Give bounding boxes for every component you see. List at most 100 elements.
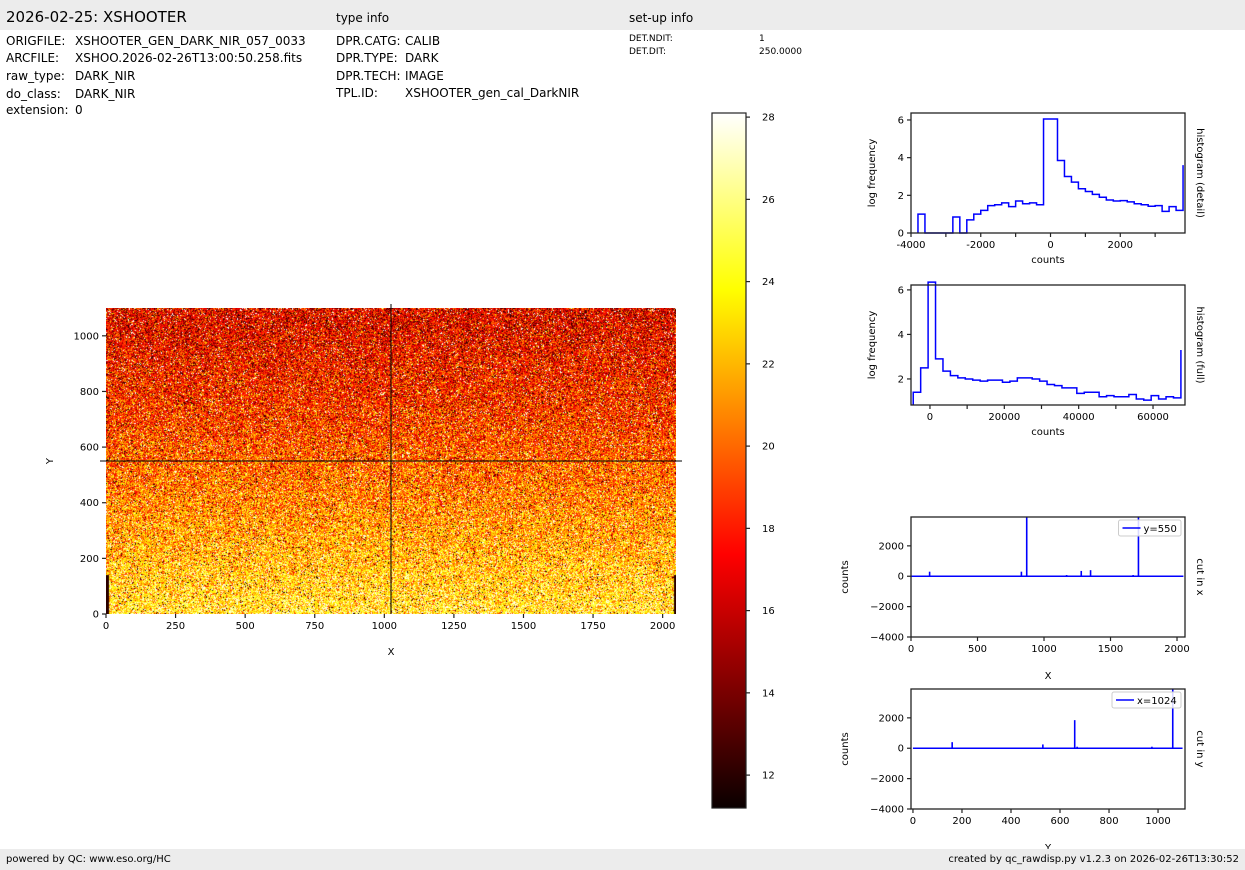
x-tick-label: 500	[968, 644, 987, 655]
y-tick-label: 800	[80, 387, 99, 398]
y-tick-label: 4	[898, 330, 904, 341]
colorbar-tick-label: 22	[762, 359, 775, 370]
file-info-key: ARCFILE:	[6, 51, 60, 65]
right-axis-label: histogram (detail)	[1194, 128, 1205, 218]
right-axis-label: cut in x	[1194, 558, 1205, 595]
type-info-key: TPL.ID:	[336, 86, 378, 100]
right-axis-label: cut in y	[1194, 730, 1205, 767]
file-info-value: DARK_NIR	[75, 87, 136, 101]
colorbar-tick-label: 16	[762, 606, 775, 617]
colorbar-tick-label: 18	[762, 524, 775, 535]
colorbar-tick-label: 12	[762, 771, 775, 782]
type-info-value: XSHOOTER_gen_cal_DarkNIR	[405, 86, 580, 100]
legend-label: y=550	[1144, 524, 1177, 535]
y-tick-label: 2	[898, 374, 904, 385]
x-axis-label: X	[1045, 671, 1052, 682]
legend-label: x=1024	[1137, 696, 1177, 707]
type-info-value: CALIB	[405, 34, 441, 48]
file-info-value: XSHOO.2026-02-26T13:00:50.258.fits	[75, 51, 303, 65]
setup-info-value: 250.0000	[759, 47, 802, 57]
x-axis-label: Y	[1044, 843, 1052, 854]
y-tick-label: 0	[898, 229, 904, 240]
file-info-key: raw_type:	[6, 69, 65, 83]
y-tick-label: 400	[80, 498, 99, 509]
x-tick-label: 250	[166, 621, 185, 632]
file-info-value: 0	[75, 103, 83, 117]
legend-box	[1118, 519, 1182, 537]
x-tick-label: 0	[103, 621, 109, 632]
y-tick-label: 0	[93, 610, 99, 621]
file-info-key: do_class:	[6, 87, 61, 101]
page-title: 2026-02-25: XSHOOTER	[6, 8, 187, 26]
x-tick-label: 40000	[1063, 412, 1095, 423]
x-tick-label: -2000	[966, 240, 995, 251]
x-tick-label: 0	[927, 412, 933, 423]
x-tick-label: 1500	[1098, 644, 1123, 655]
footer-created: created by qc_rawdisp.py v1.2.3 on 2026-…	[948, 854, 1239, 865]
colorbar-tick-label: 20	[762, 442, 775, 453]
y-axis-label: log frequency	[867, 139, 878, 208]
y-tick-label: −4000	[870, 805, 904, 816]
x-tick-label: -4000	[896, 240, 925, 251]
x-axis-label: X	[388, 647, 395, 658]
type-info-key: DPR.CATG:	[336, 34, 401, 48]
y-tick-label: −2000	[870, 774, 904, 785]
setup-info-key: DET.DIT:	[629, 47, 667, 57]
x-tick-label: 2000	[1164, 644, 1189, 655]
axes-frame	[910, 516, 1186, 638]
x-tick-label: 400	[1001, 816, 1020, 827]
x-tick-label: 20000	[988, 412, 1020, 423]
histogram-line	[912, 281, 1182, 405]
setup-info-value: 1	[759, 34, 765, 44]
y-axis-label: counts	[840, 560, 851, 593]
axes-frame	[910, 688, 1186, 810]
x-tick-label: 600	[1050, 816, 1069, 827]
y-axis-label: counts	[840, 732, 851, 765]
x-tick-label: 500	[236, 621, 255, 632]
x-tick-label: 60000	[1137, 412, 1169, 423]
axes-frame	[910, 112, 1186, 234]
x-tick-label: 1750	[580, 621, 605, 632]
y-tick-label: 0	[898, 744, 904, 755]
right-axis-label: histogram (full)	[1194, 306, 1205, 383]
colorbar-tick-label: 14	[762, 688, 775, 699]
file-info-key: extension:	[6, 103, 69, 117]
setup-info-title: set-up info	[629, 11, 694, 25]
histogram-line	[917, 118, 1184, 234]
y-tick-label: 6	[898, 115, 904, 126]
colorbar	[711, 112, 747, 809]
y-axis-label: log frequency	[867, 311, 878, 380]
footer-bar	[0, 849, 1245, 870]
y-tick-label: 200	[80, 554, 99, 565]
colorbar-tick-label: 24	[762, 277, 775, 288]
x-tick-label: 1000	[1031, 644, 1056, 655]
x-tick-label: 2000	[650, 621, 675, 632]
y-tick-label: 0	[898, 572, 904, 583]
y-tick-label: 2	[898, 191, 904, 202]
y-tick-label: 2000	[879, 541, 904, 552]
type-info-title: type info	[336, 11, 390, 25]
x-tick-label: 0	[1047, 240, 1053, 251]
x-tick-label: 1000	[1145, 816, 1170, 827]
type-info-key: DPR.TYPE:	[336, 51, 398, 65]
x-tick-label: 1000	[372, 621, 397, 632]
type-info-key: DPR.TECH:	[336, 69, 401, 83]
x-tick-label: 2000	[1108, 240, 1133, 251]
legend-box	[1111, 691, 1182, 709]
y-tick-label: 1000	[74, 331, 99, 342]
x-tick-label: 0	[908, 644, 914, 655]
setup-info-key: DET.NDIT:	[629, 34, 673, 44]
x-tick-label: 0	[910, 816, 916, 827]
type-info-value: DARK	[405, 51, 439, 65]
x-tick-label: 200	[952, 816, 971, 827]
type-info-value: IMAGE	[405, 69, 444, 83]
x-tick-label: 750	[305, 621, 324, 632]
y-tick-label: −4000	[870, 633, 904, 644]
axes-frame	[910, 284, 1186, 406]
y-tick-label: 6	[898, 285, 904, 296]
x-tick-label: 800	[1099, 816, 1118, 827]
x-tick-label: 1500	[511, 621, 536, 632]
file-info-value: XSHOOTER_GEN_DARK_NIR_057_0033	[75, 34, 306, 48]
y-tick-label: 4	[898, 153, 904, 164]
